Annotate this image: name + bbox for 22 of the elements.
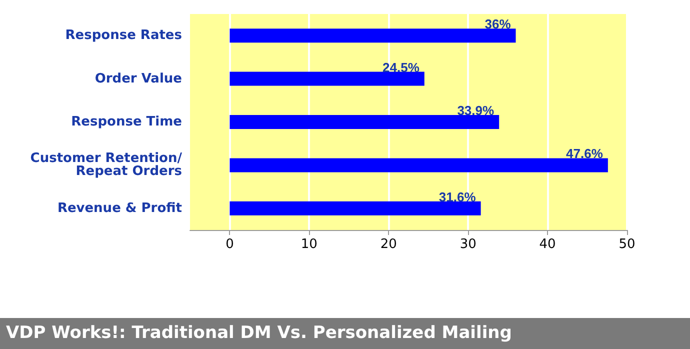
y-tick-label: Response Time [71,114,182,130]
y-tick-label: Response Rates [65,28,182,44]
x-tick-label: 0 [226,237,234,252]
bar [230,201,481,216]
y-tick-label: Customer Retention/ Repeat Orders [30,151,182,180]
data-label: 33.9% [457,103,495,118]
text: VDP Works!: Traditional DM Vs. Personalized Mailing [0,318,690,349]
y-tick-label: Revenue & Profit [57,200,182,216]
bar [230,28,516,43]
y-tick-label: Order Value [94,71,182,86]
data-label: 36% [484,16,512,32]
x-tick-label: 40 [539,237,556,252]
data-label: 24.5% [382,60,420,75]
x-tick-label: 30 [460,237,476,252]
bar [230,72,424,86]
bar [230,158,608,172]
x-tick-label: 10 [300,237,318,252]
x-tick-label: 50 [618,237,636,252]
x-tick-label: 20 [380,237,397,252]
data-label: 31.6% [438,189,476,204]
data-label: 47.6% [566,146,604,162]
bar [230,115,500,129]
